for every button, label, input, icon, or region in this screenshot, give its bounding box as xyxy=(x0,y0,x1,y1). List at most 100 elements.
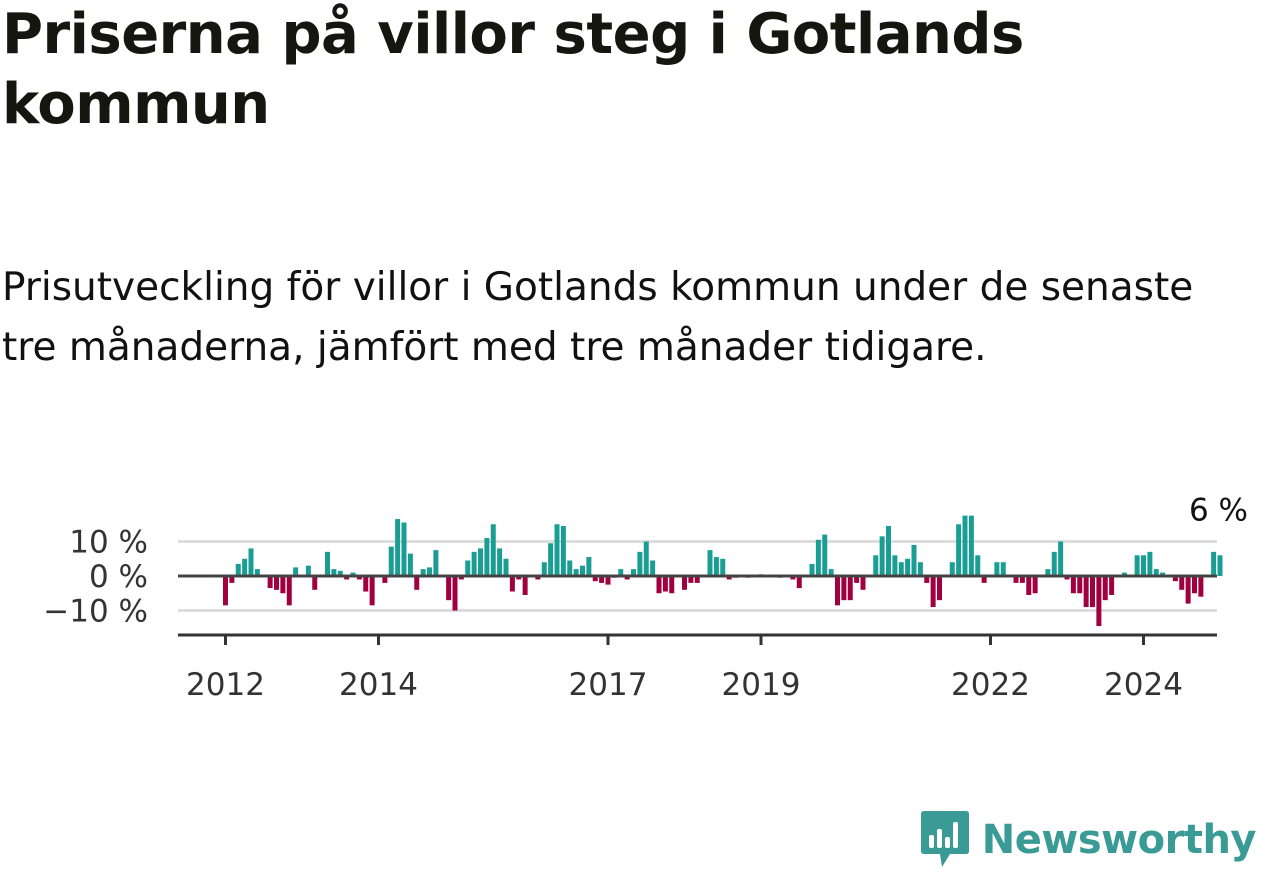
bar xyxy=(599,576,605,583)
bar xyxy=(688,576,694,583)
bar xyxy=(956,524,962,576)
bar xyxy=(242,558,248,576)
bar xyxy=(458,576,464,580)
bar xyxy=(720,558,726,576)
bar xyxy=(1198,576,1204,597)
bar xyxy=(1153,569,1159,576)
x-axis: 2012 2014 2017 2019 2022 2024 xyxy=(178,633,1217,700)
bar xyxy=(350,572,356,576)
bar xyxy=(592,576,598,582)
bar xyxy=(917,562,923,576)
bar xyxy=(924,576,930,583)
bar xyxy=(580,565,585,576)
bar xyxy=(1141,555,1146,576)
bar xyxy=(796,576,802,589)
bar xyxy=(356,576,362,580)
y-tick-label: 0 % xyxy=(89,559,148,595)
bar xyxy=(465,560,471,576)
bar xyxy=(382,576,388,583)
bar xyxy=(873,555,879,576)
bar xyxy=(446,576,452,601)
bar xyxy=(937,576,942,601)
bar xyxy=(726,576,732,580)
gridlines xyxy=(178,540,1217,612)
bar xyxy=(790,576,796,580)
bar xyxy=(847,576,853,601)
bar xyxy=(892,555,898,576)
bar xyxy=(401,522,407,576)
bar xyxy=(331,569,337,576)
bar xyxy=(223,576,228,606)
bar xyxy=(886,525,891,576)
bar xyxy=(305,565,311,576)
bar xyxy=(554,524,560,576)
brand-logo: Newsworthy xyxy=(920,809,1257,871)
bar xyxy=(433,550,439,577)
bar xyxy=(229,576,235,583)
bar xyxy=(293,567,299,577)
bar xyxy=(643,541,649,576)
bar xyxy=(1217,555,1223,576)
bar xyxy=(452,576,458,611)
bar xyxy=(624,576,630,580)
chart-title: Priserna på villor steg i Gotlands kommu… xyxy=(2,2,1024,137)
bar xyxy=(1064,576,1070,580)
bar xyxy=(344,576,350,580)
bar xyxy=(815,539,821,576)
bar xyxy=(541,562,547,576)
y-tick-label: −10 % xyxy=(43,594,148,630)
bar xyxy=(478,548,483,576)
bar xyxy=(975,555,981,576)
bar xyxy=(905,558,911,576)
bars xyxy=(223,515,1223,627)
bar xyxy=(484,538,490,576)
bar xyxy=(656,576,662,594)
bar xyxy=(325,551,330,576)
bar xyxy=(669,576,675,594)
bar xyxy=(1147,551,1153,576)
bar xyxy=(395,519,401,576)
bar xyxy=(248,548,254,576)
bar xyxy=(337,570,343,577)
bar xyxy=(713,557,719,577)
bar xyxy=(822,534,828,576)
bar xyxy=(981,576,987,583)
bar xyxy=(1211,551,1217,576)
bar xyxy=(1083,576,1089,608)
chart-subtitle: Prisutveckling för villor i Gotlands kom… xyxy=(2,265,1194,370)
x-tick-label: 2012 xyxy=(186,667,265,700)
bar xyxy=(286,576,292,606)
bar xyxy=(911,544,917,576)
bar xyxy=(949,562,955,576)
bar xyxy=(1172,576,1178,582)
bar xyxy=(1013,576,1019,583)
bar xyxy=(312,576,318,590)
bar xyxy=(1102,576,1108,601)
bar xyxy=(535,576,541,580)
bar xyxy=(1045,569,1051,576)
bar xyxy=(280,576,286,594)
bar xyxy=(1109,576,1115,595)
bar xyxy=(1192,576,1197,594)
bar xyxy=(930,576,936,608)
last-value-annotation: 6 % xyxy=(1189,492,1248,528)
bar xyxy=(694,576,700,583)
bar xyxy=(522,576,528,595)
bar xyxy=(707,550,713,577)
bar xyxy=(503,558,509,576)
bar xyxy=(420,569,426,576)
bar xyxy=(835,576,840,606)
bar-chart: 10 %0 %−10 % 2012 2014 2017 2019 2022 2024 6 … xyxy=(43,492,1248,700)
bar xyxy=(363,576,369,592)
bar xyxy=(388,546,394,576)
bar xyxy=(841,576,847,601)
bar xyxy=(254,569,260,576)
bar xyxy=(573,569,579,576)
bar xyxy=(548,543,554,576)
y-tick-label: 10 % xyxy=(69,525,148,561)
x-tick-label: 2024 xyxy=(1104,667,1183,700)
bar xyxy=(1179,576,1185,590)
brand-name: Newsworthy xyxy=(981,817,1257,863)
bar xyxy=(1051,551,1057,576)
bar xyxy=(427,567,432,577)
